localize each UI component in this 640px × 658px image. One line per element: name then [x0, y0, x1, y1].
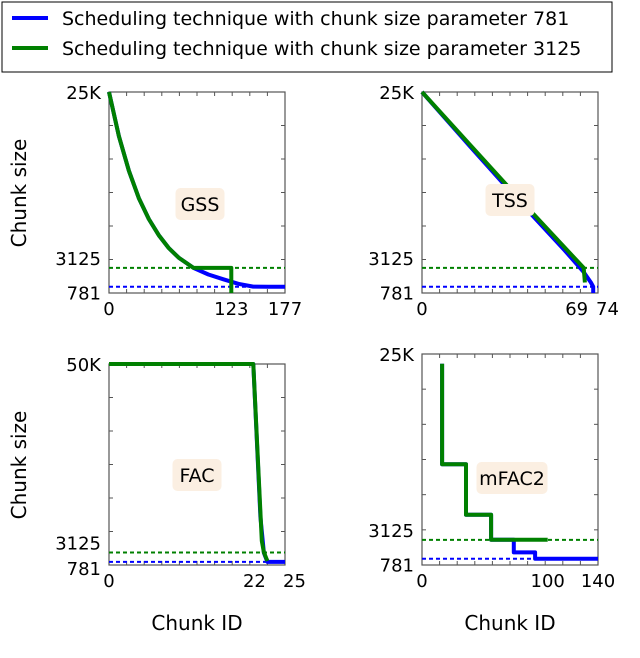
legend-frame	[1, 1, 613, 73]
method-label: FAC	[179, 465, 214, 487]
legend: Scheduling technique with chunk size par…	[1, 1, 613, 73]
x-axis-label-right: Chunk ID	[464, 611, 555, 635]
method-label-box	[485, 184, 535, 216]
method-label-box	[175, 188, 225, 220]
x-tick-label: 140	[581, 571, 615, 592]
y-tick-label: 3125	[368, 521, 414, 542]
y-tick-label: 25K	[379, 345, 415, 366]
legend-label-3125: Scheduling technique with chunk size par…	[62, 38, 581, 60]
y-axis-label-bottom: Chunk size	[7, 411, 31, 520]
x-tick-label: 69	[565, 299, 588, 320]
x-axis-label-left: Chunk ID	[151, 611, 242, 635]
panel-tss: 781 3125 25K 0 69 74 TSS	[368, 83, 619, 320]
y-tick-label: 781	[380, 556, 414, 577]
x-tick-label: 22	[243, 571, 266, 592]
y-tick-label: 781	[67, 284, 101, 305]
y-tick-label: 25K	[379, 83, 415, 104]
plot-frame	[421, 353, 599, 566]
panel-mfac2: 781 3125 25K 0 100 140 mFAC2	[368, 345, 615, 592]
method-label: TSS	[491, 190, 528, 212]
x-tick-label: 177	[268, 299, 302, 320]
method-label-box	[476, 462, 548, 494]
x-tick-label: 25	[283, 571, 306, 592]
x-tick-label: 74	[596, 299, 619, 320]
x-tick-label: 0	[103, 571, 114, 592]
y-tick-label: 3125	[55, 249, 101, 270]
method-label: mFAC2	[479, 468, 545, 490]
panel-gss: 781 3125 25K 0 123 177 GSS	[55, 83, 302, 320]
x-tick-label: 123	[214, 299, 248, 320]
series-line-3125	[107, 91, 234, 293]
legend-label-781: Scheduling technique with chunk size par…	[62, 8, 569, 30]
y-tick-label: 3125	[368, 249, 414, 270]
x-tick-label: 100	[531, 571, 565, 592]
method-label: GSS	[181, 194, 220, 216]
y-tick-label: 25K	[66, 83, 102, 104]
panel-fac: 781 3125 50K 0 22 25 FAC	[55, 355, 306, 592]
y-axis-label-top: Chunk size	[7, 139, 31, 248]
y-tick-label: 781	[380, 284, 414, 305]
y-tick-label: 3125	[55, 533, 101, 554]
x-tick-label: 0	[416, 571, 427, 592]
series-line-3125	[109, 362, 270, 562]
series-line-3125	[440, 363, 548, 542]
x-tick-label: 0	[103, 299, 114, 320]
method-label-box	[172, 459, 222, 491]
y-tick-label: 781	[67, 559, 101, 580]
x-tick-label: 0	[416, 299, 427, 320]
y-tick-label: 50K	[66, 355, 102, 376]
